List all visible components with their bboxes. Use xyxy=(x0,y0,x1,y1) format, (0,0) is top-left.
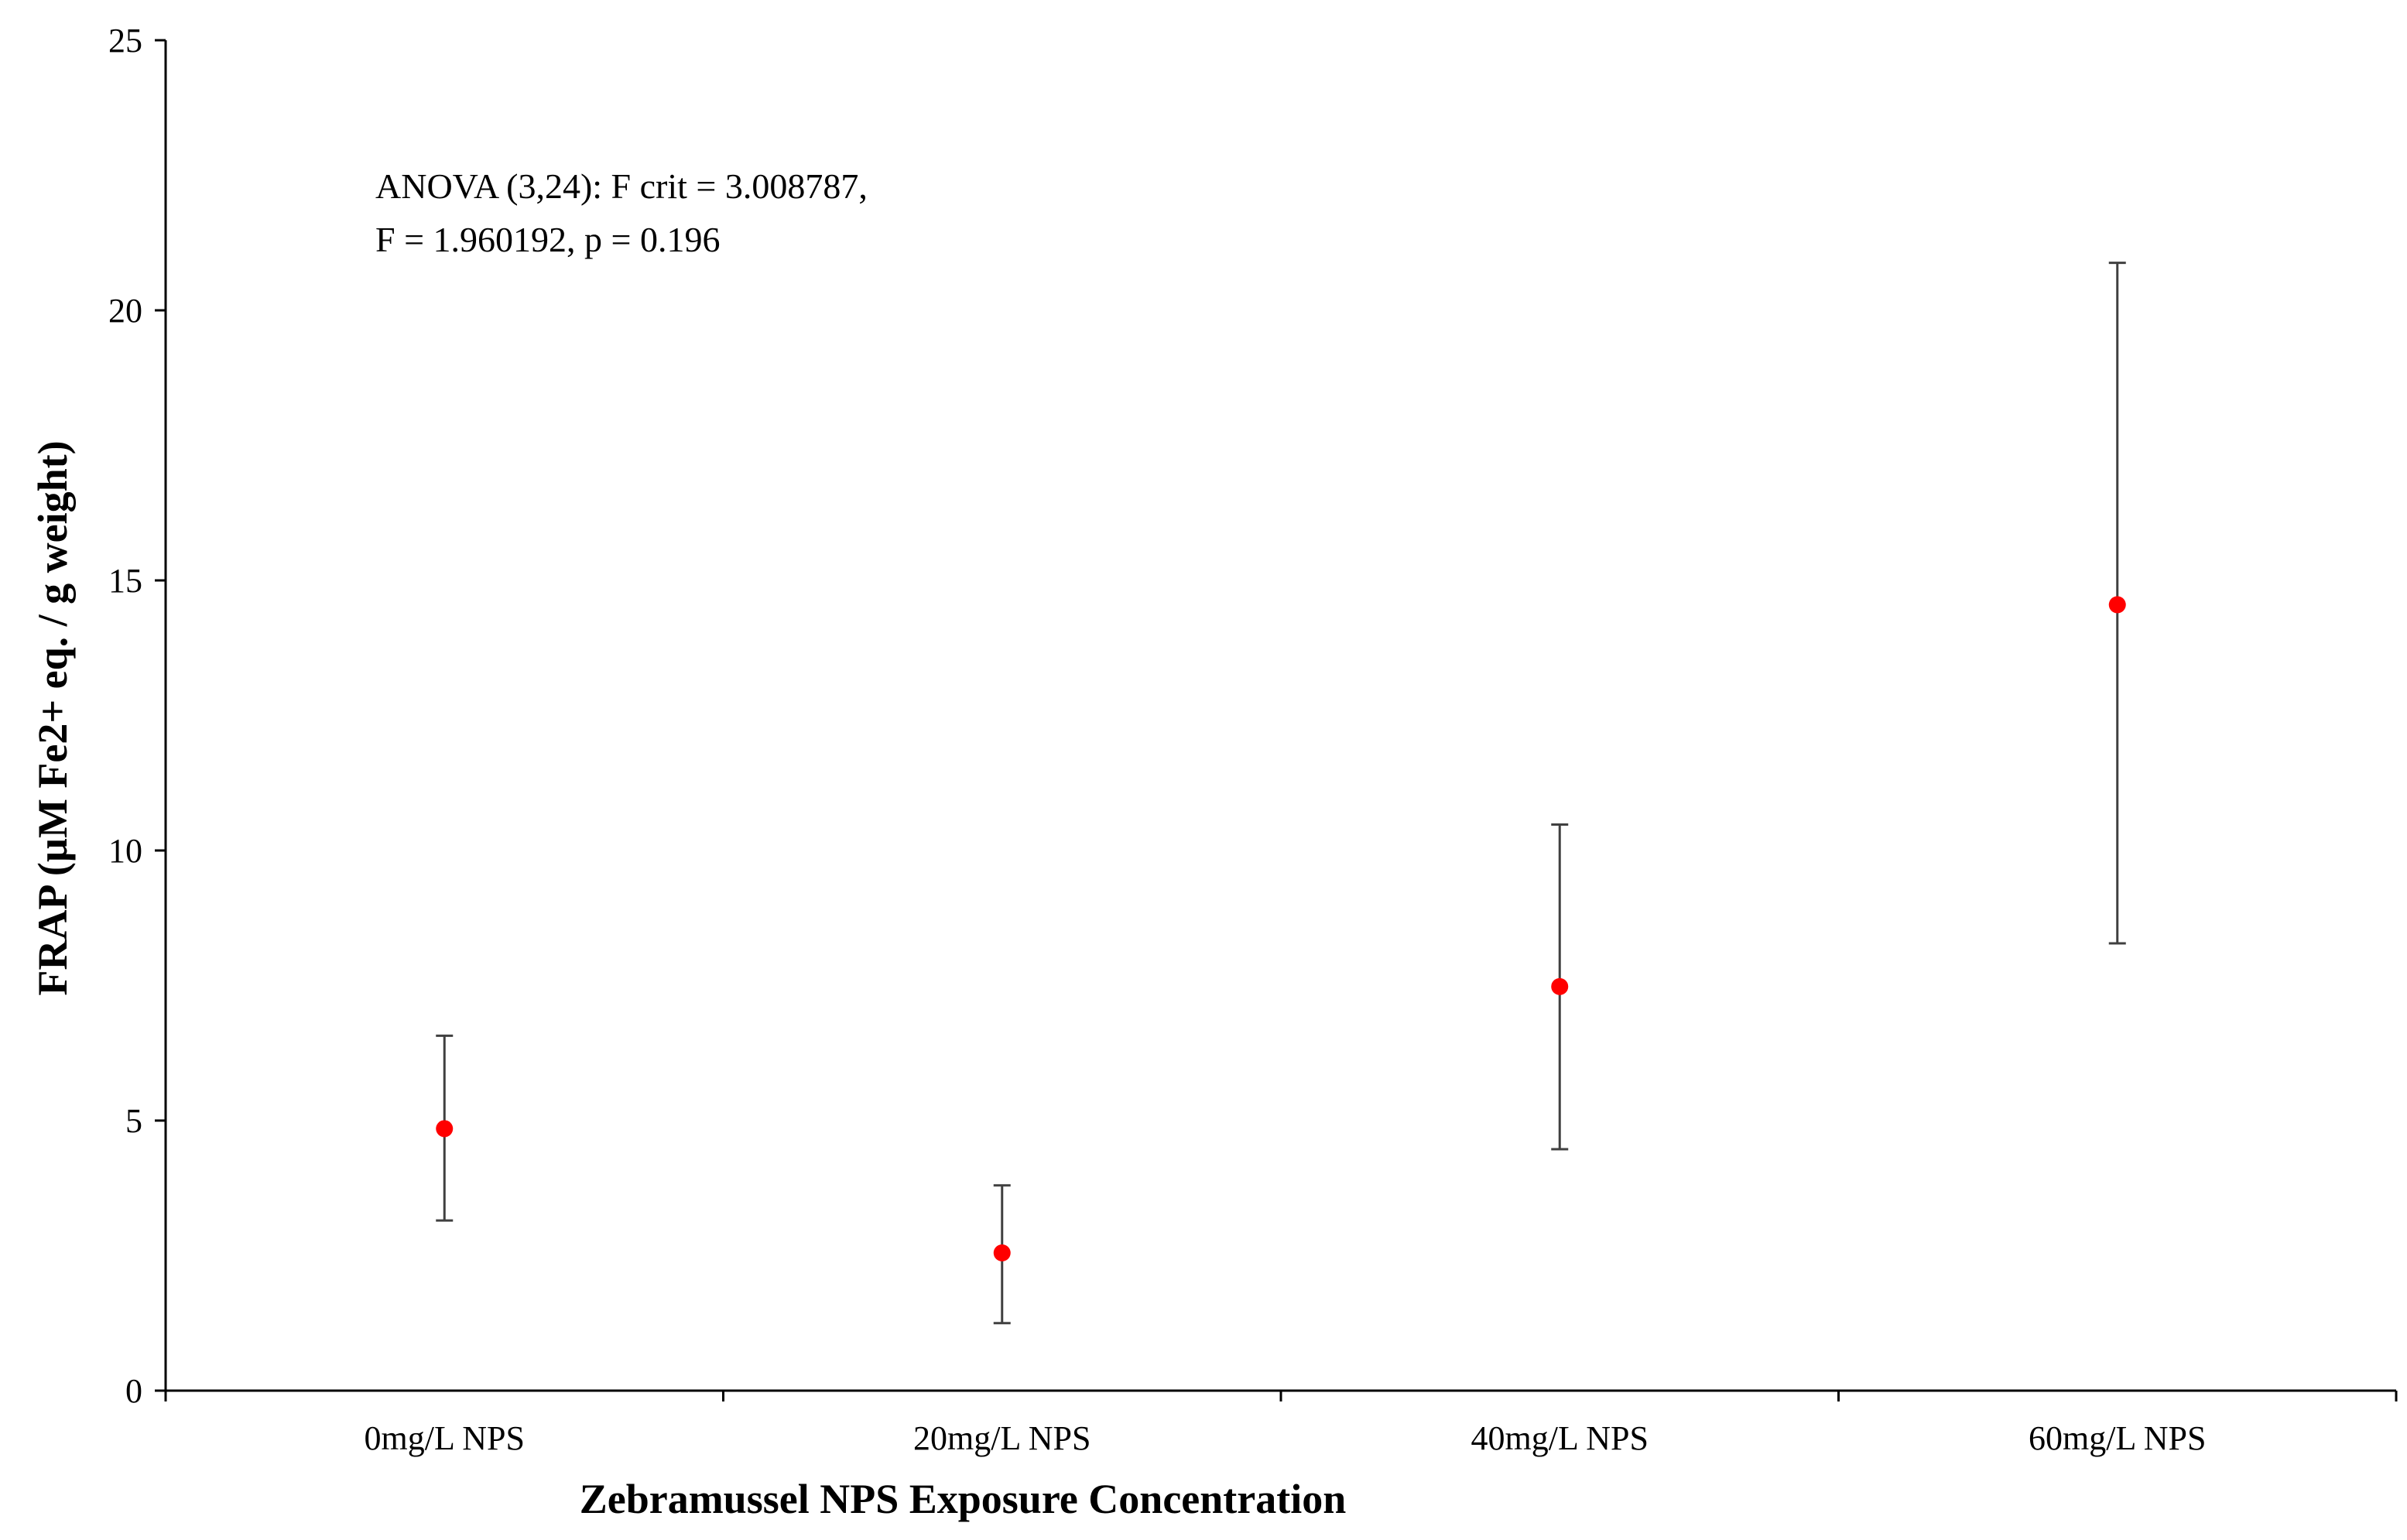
x-axis-ticks: 0mg/L NPS 20mg/L NPS 40mg/L NPS 60mg/L NPS xyxy=(164,1391,2398,1457)
data-point xyxy=(993,1244,1011,1262)
x-tick-label: 0mg/L NPS xyxy=(365,1419,525,1457)
anova-annotation-line-1: ANOVA (3,24): F crit = 3.008787, xyxy=(375,166,868,206)
y-tick-label: 15 xyxy=(108,562,142,600)
x-tick-label: 60mg/L NPS xyxy=(2029,1419,2206,1457)
data-point xyxy=(436,1120,454,1138)
y-axis-ticks: 0 5 10 15 20 25 xyxy=(108,22,166,1410)
y-tick-label: 20 xyxy=(108,292,142,330)
y-tick-label: 0 xyxy=(125,1372,142,1410)
x-axis-title: Zebramussel NPS Exposure Concentration xyxy=(580,1476,1347,1522)
y-tick-label: 10 xyxy=(108,832,142,870)
y-axis-title: FRAP (µM Fe2+ eq. / g weight) xyxy=(29,440,76,995)
anova-annotation-line-2: F = 1.960192, p = 0.196 xyxy=(375,220,720,259)
y-tick-label: 5 xyxy=(125,1102,142,1140)
x-tick-label: 20mg/L NPS xyxy=(913,1419,1091,1457)
y-tick-label: 25 xyxy=(108,22,142,60)
data-point xyxy=(1551,977,1569,995)
x-tick-label: 40mg/L NPS xyxy=(1471,1419,1649,1457)
data-point xyxy=(2108,596,2126,614)
data-points xyxy=(436,262,2126,1325)
